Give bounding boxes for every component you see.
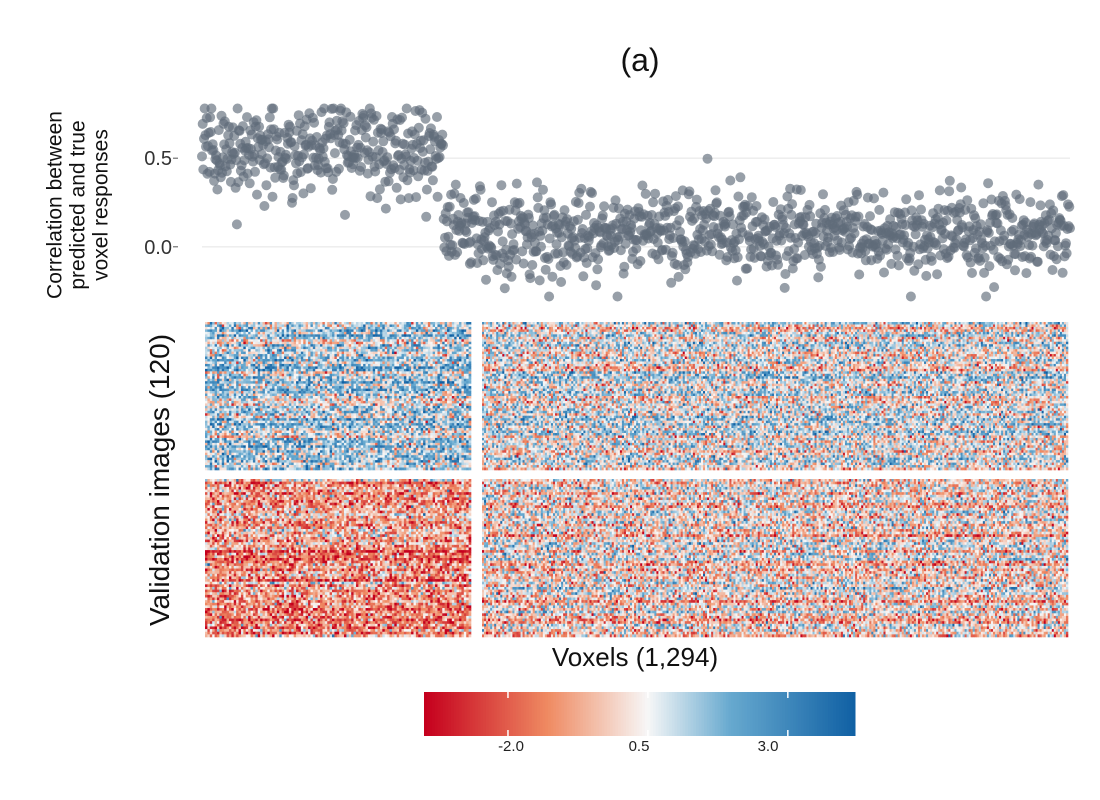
scatter-point <box>576 184 586 194</box>
scatter-point <box>462 227 472 237</box>
scatter-point <box>411 192 421 202</box>
scatter-point <box>451 180 461 190</box>
scatter-point <box>268 192 278 202</box>
scatter-point <box>496 180 506 190</box>
scatter-point <box>259 201 269 211</box>
scatter-point <box>635 256 645 266</box>
scatter-point <box>245 178 255 188</box>
scatter-point <box>519 259 529 269</box>
scatter-point <box>414 123 424 133</box>
scatter-point <box>288 193 298 203</box>
scatter-point <box>556 277 566 287</box>
scatter-point <box>372 193 382 203</box>
scatter-point <box>598 210 608 220</box>
scatter-point <box>544 292 554 302</box>
scatter-point <box>372 111 382 121</box>
scatter-point <box>330 148 340 158</box>
scatter-point <box>512 179 522 189</box>
scatter-point <box>587 188 597 198</box>
scatter-point <box>547 272 557 282</box>
scatter-point <box>279 171 289 181</box>
scatter-point <box>428 175 438 185</box>
scatter-point <box>435 152 445 162</box>
scatter-point <box>481 275 491 285</box>
scatter-point <box>362 122 372 132</box>
scatter-point <box>631 244 641 254</box>
scatter-point <box>619 262 629 272</box>
scatter-point <box>282 154 292 164</box>
scatter-point <box>478 255 488 265</box>
scatter-point <box>289 180 299 190</box>
scatter-point <box>340 210 350 220</box>
scatter-point <box>599 201 609 211</box>
scatter-point <box>252 190 262 200</box>
scatter-point <box>402 104 412 114</box>
scatter-point <box>327 185 337 195</box>
scatter-point <box>262 153 272 163</box>
scatter-point <box>574 198 584 208</box>
scatter-points <box>197 104 1075 302</box>
scatter-point <box>309 118 319 128</box>
scatter-point <box>585 202 595 212</box>
scatter-point <box>536 242 546 252</box>
scatter-point <box>319 143 329 153</box>
scatter-point <box>500 283 510 293</box>
scatter-point <box>515 198 525 208</box>
scatter-point <box>345 135 355 145</box>
scatter-point <box>592 264 602 274</box>
scatter-point <box>593 254 603 264</box>
scatter-point <box>613 292 623 302</box>
scatter-point <box>384 176 394 186</box>
scatter-point <box>250 167 260 177</box>
scatter-point <box>527 260 537 270</box>
scatter-point <box>212 185 222 195</box>
scatter-point <box>422 185 432 195</box>
scatter-point <box>261 180 271 190</box>
scatter-point <box>445 202 455 212</box>
scatter-point <box>433 192 443 202</box>
scatter-point <box>265 112 275 122</box>
scatter-point <box>421 212 431 222</box>
scatter-point <box>471 194 481 204</box>
scatter-point <box>381 204 391 214</box>
scatter-point <box>268 104 278 114</box>
scatter-point <box>546 199 556 209</box>
scatter-point <box>438 140 448 150</box>
scatter-point <box>538 185 548 195</box>
scatter-point <box>382 152 392 162</box>
scatter-point <box>535 275 545 285</box>
scatter-point <box>562 260 572 270</box>
scatter-point <box>487 197 497 207</box>
scatter-point <box>205 112 215 122</box>
scatter-point <box>306 183 316 193</box>
scatter-point <box>197 151 207 161</box>
scatter-point <box>525 273 535 283</box>
scatter-point <box>232 219 242 229</box>
scatter-point <box>560 205 570 215</box>
scatter-point <box>389 124 399 134</box>
scatter-point <box>233 104 243 114</box>
scatter-point <box>476 185 486 195</box>
scatter-point <box>254 122 264 132</box>
scatter-point <box>591 280 601 290</box>
scatter-point <box>504 262 514 272</box>
scatter-point <box>421 114 431 124</box>
scatter-point <box>437 130 447 140</box>
scatter-point <box>334 164 344 174</box>
scatter-point <box>206 104 216 114</box>
scatter-point <box>432 112 442 122</box>
scatter-point <box>345 112 355 122</box>
scatter-point <box>452 247 462 257</box>
scatter-point <box>397 113 407 123</box>
scatter-point <box>627 223 637 233</box>
scatter-point <box>578 271 588 281</box>
scatter-point <box>392 183 402 193</box>
scatter-point <box>507 272 517 282</box>
scatter-point <box>641 189 651 199</box>
scatter-point <box>368 137 378 147</box>
scatter-point <box>459 198 469 208</box>
